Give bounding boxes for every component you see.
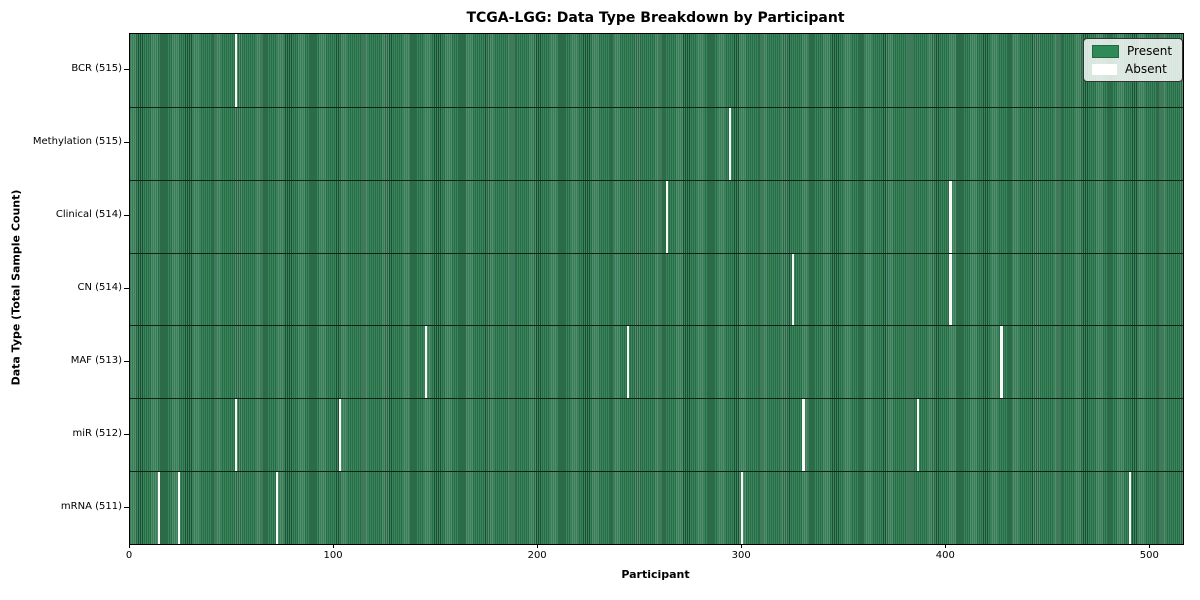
y-tick-label-miR: miR (512) (72, 427, 122, 439)
y-tick-mark-Clinical (124, 215, 129, 217)
y-tick-label-Clinical: Clinical (514) (55, 209, 122, 221)
absent-gap-MAF-427 (1000, 326, 1003, 400)
absent-gap-MAF-244 (626, 326, 630, 400)
row-CN (130, 252, 1183, 327)
absent-gap-Methylation-294 (728, 107, 732, 181)
y-tick-mark-Methylation (124, 142, 129, 144)
x-tick-label-500: 500 (1139, 550, 1159, 561)
row-BCR (130, 34, 1183, 107)
absent-gap-miR-52 (235, 399, 238, 473)
legend-present-swatch-icon (1092, 44, 1119, 58)
x-tick-mark-300 (741, 544, 743, 548)
x-tick-mark-400 (945, 544, 947, 548)
x-tick-label-400: 400 (935, 550, 955, 561)
absent-gap-miR-330 (802, 399, 805, 473)
y-tick-label-Methylation: Methylation (515) (32, 136, 122, 148)
absent-gap-mRNA-72 (275, 472, 279, 544)
y-tick-mark-miR (124, 433, 129, 435)
row-Clinical (130, 179, 1183, 254)
row-mRNA (130, 471, 1183, 544)
row-miR (130, 398, 1183, 473)
legend-absent-label: Absent (1125, 62, 1167, 76)
plot-area (129, 33, 1184, 545)
x-tick-label-300: 300 (731, 550, 751, 561)
legend-present-label: Present (1127, 44, 1173, 58)
x-tick-mark-100 (333, 544, 335, 548)
row-MAF (130, 325, 1183, 400)
absent-gap-miR-103 (339, 399, 342, 473)
y-tick-mark-CN (124, 288, 129, 289)
y-tick-label-CN: CN (514) (77, 282, 122, 293)
chart-title: TCGA-LGG: Data Type Breakdown by Partici… (466, 10, 845, 26)
absent-gap-mRNA-300 (741, 472, 744, 544)
y-tick-label-MAF: MAF (513) (70, 354, 122, 366)
y-tick-mark-MAF (124, 360, 129, 362)
legend-entry-present: Present (1092, 44, 1172, 58)
x-tick-label-0: 0 (125, 550, 133, 561)
absent-gap-Clinical-402 (949, 180, 952, 254)
absent-gap-mRNA-490 (1128, 472, 1132, 544)
absent-gap-Clinical-263 (665, 180, 668, 254)
x-tick-label-100: 100 (323, 550, 343, 561)
absent-gap-mRNA-14 (157, 472, 160, 544)
x-tick-mark-200 (537, 544, 539, 548)
y-tick-label-BCR: BCR (515) (71, 63, 122, 75)
legend-entry-absent: Absent (1092, 62, 1172, 76)
x-axis-label: Participant (621, 568, 690, 581)
y-tick-mark-BCR (124, 69, 129, 71)
legend-absent-swatch-icon (1092, 63, 1117, 75)
x-tick-mark-0 (129, 544, 130, 548)
absent-gap-CN-325 (792, 253, 795, 327)
y-tick-mark-mRNA (124, 506, 129, 508)
absent-gap-MAF-145 (424, 326, 428, 400)
row-Methylation (130, 106, 1183, 181)
absent-gap-CN-402 (949, 253, 952, 327)
absent-gap-miR-386 (916, 399, 919, 473)
legend: Present Absent (1083, 38, 1184, 82)
x-tick-label-200: 200 (527, 550, 547, 561)
y-tick-label-mRNA: mRNA (511) (60, 500, 122, 512)
absent-gap-BCR-52 (235, 34, 238, 107)
absent-gap-mRNA-24 (177, 472, 181, 544)
x-tick-mark-500 (1149, 544, 1151, 548)
